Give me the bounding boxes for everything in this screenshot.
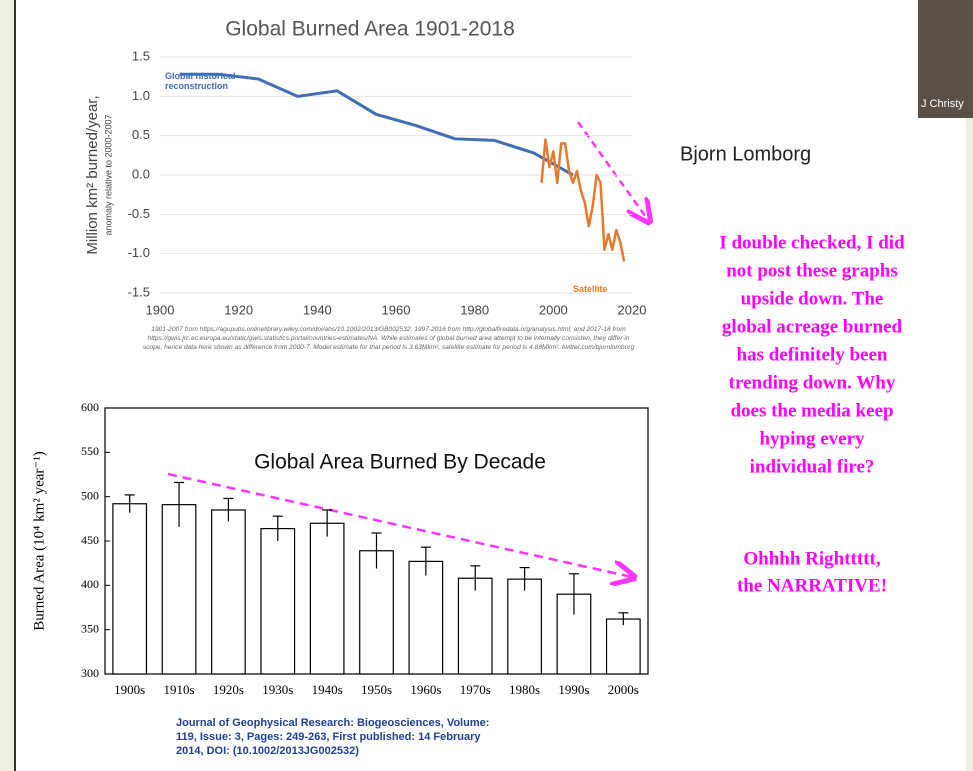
annotation-line: does the media keep [730,400,893,421]
bar [607,619,641,674]
bar [360,551,394,674]
x-tick-label: 1970s [460,682,491,697]
bar [261,529,295,674]
x-tick-label: 1960s [410,682,441,697]
annotation-line: not post these graphs [726,260,898,281]
x-tick-label: 1900 [146,302,175,317]
series-label: Satellite [573,284,608,294]
bar [212,510,246,674]
y-tick-label: 1.0 [132,88,150,103]
annotation-line: global acreage burned [722,316,903,337]
chart-title: Global Burned Area 1901-2018 [225,18,515,41]
y-tick-label: -1.5 [128,284,150,299]
annotation-closing: Ohhhh Righttttt, [743,548,880,569]
y-tick-label: -1.0 [128,245,150,260]
x-tick-label: 1940s [312,682,343,697]
bar [162,505,196,674]
y-axis-label: Burned Area (10⁴ km² year⁻¹) [31,451,47,631]
bar [409,561,443,674]
x-tick-label: 1980s [509,682,540,697]
bar [310,523,344,674]
video-label: J Christy [921,98,964,110]
citation-line: Journal of Geophysical Research: Biogeos… [176,717,489,729]
citation-line: 119, Issue: 3, Pages: 249-263, First pub… [176,731,481,743]
y-tick-label: 0.0 [132,166,150,181]
x-tick-label: 1920s [213,682,244,697]
y-axis-sublabel: anomaly relative to 2000-2007 [103,114,113,235]
footnote: 1901-2007 from https://agupubs.onlinelib… [140,325,637,352]
x-tick-label: 2000s [608,682,639,697]
y-tick-label: 500 [81,488,99,502]
x-tick-label: 1950s [361,682,392,697]
x-tick-label: 2020 [618,302,647,317]
y-tick-label: 0.5 [132,127,150,142]
slide-edge [14,0,16,771]
y-tick-label: 1.5 [132,48,150,63]
citation-line: 2014, DOI: (10.1002/2013JG002532) [176,745,359,757]
y-tick-label: 550 [81,444,99,458]
annotation-line: upside down. The [741,288,884,309]
bar [508,579,542,674]
y-axis-label: Million km² burned/year, [84,95,101,254]
x-tick-label: 1990s [558,682,589,697]
bar [458,578,492,674]
annotation-line: has definitely been [737,344,888,365]
speaker-name: Bjorn Lomborg [680,143,811,165]
x-tick-label: 1930s [262,682,293,697]
slide: J Christy Bjorn Lomborg Global Burned Ar… [0,0,973,771]
chart-title: Global Area Burned By Decade [254,451,546,474]
annotation-line: individual fire? [750,456,875,477]
series-label: Global historical reconstruction [165,71,245,91]
screen: J Christy Bjorn Lomborg Global Burned Ar… [0,0,973,771]
annotation-line: hyping every [759,428,865,449]
x-tick-label: 1960 [382,302,411,317]
y-tick-label: 450 [81,533,99,547]
y-tick-label: -0.5 [128,206,150,221]
x-tick-label: 1910s [164,682,195,697]
x-tick-label: 1900s [114,682,145,697]
x-tick-label: 1920 [224,302,253,317]
annotation-line: trending down. Why [729,372,896,393]
y-tick-label: 350 [81,621,99,635]
y-tick-label: 400 [81,577,99,591]
x-tick-label: 1940 [303,302,332,317]
x-tick-label: 1980 [460,302,489,317]
annotation-line: I double checked, I did [719,232,905,253]
annotation-closing: the NARRATIVE! [737,575,887,596]
x-tick-label: 2000 [539,302,568,317]
bar [113,504,147,674]
y-tick-label: 300 [81,666,99,680]
y-tick-label: 600 [81,400,99,414]
